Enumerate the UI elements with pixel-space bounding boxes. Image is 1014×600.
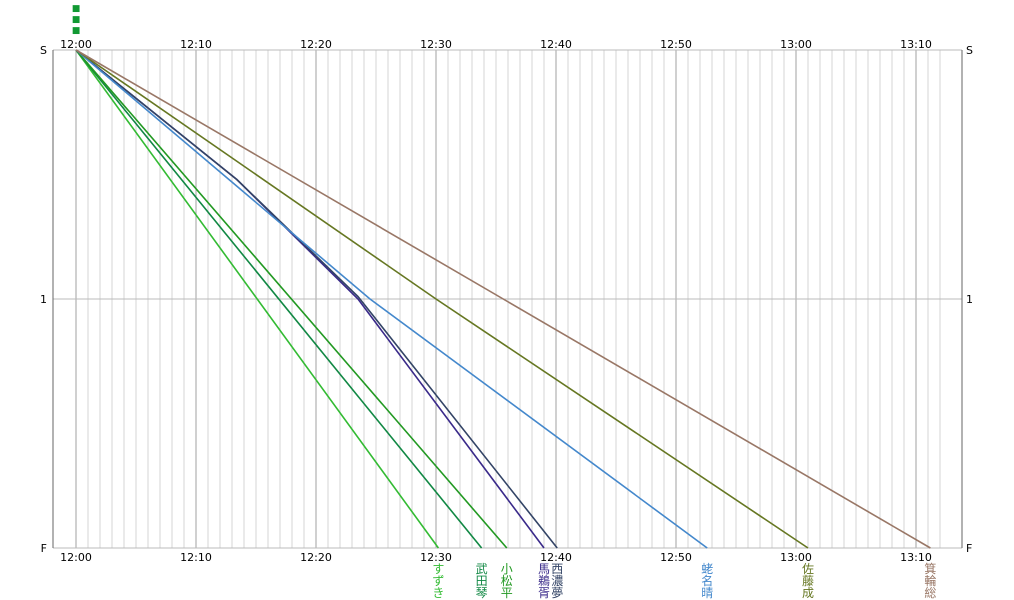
x-tick-label-top: 12:30: [420, 38, 452, 51]
series-label-char: 藤: [802, 574, 814, 588]
series-label-char: 鵜: [538, 574, 550, 588]
y-tick-label-left: F: [41, 542, 47, 555]
y-tick-label-left: S: [40, 44, 47, 57]
plot-frame: [52, 50, 963, 548]
series-label-char: 小: [501, 562, 513, 576]
start-markers: ■■■: [72, 4, 81, 36]
y-tick-label-right: S: [966, 44, 973, 57]
x-tick-labels-top: 12:00 12:10 12:20 12:30 12:40 12:50 13:00 13:10: [60, 38, 932, 51]
x-tick-label-bottom: 12:00: [60, 551, 92, 564]
y-tick-label-right: 1: [966, 293, 973, 306]
series-line: [75, 49, 708, 549]
series-line: [75, 49, 931, 549]
series-label-char: 田: [476, 574, 488, 588]
x-tick-label-top: 12:50: [660, 38, 692, 51]
y-tick-labels: S S 1 1 F F: [40, 44, 973, 555]
series-label-char: 晴: [701, 586, 713, 600]
series-label-char: 蛯: [701, 562, 713, 576]
series-lines: [75, 49, 931, 549]
series-line: [75, 49, 508, 549]
series-label-char: 総: [924, 586, 936, 600]
series-label-char: 武: [476, 562, 488, 576]
series-label-char: 西: [551, 562, 563, 576]
x-tick-label-top: 13:00: [780, 38, 812, 51]
series-label-char: 佐: [802, 562, 814, 576]
start-marker: ■: [72, 15, 81, 25]
x-tick-label-top: 13:10: [900, 38, 932, 51]
y-tick-label-left: 1: [40, 293, 47, 306]
y-tick-label-right: F: [966, 542, 972, 555]
major-grid: [53, 49, 962, 549]
series-label-char: 名: [701, 573, 713, 588]
x-tick-label-bottom: 12:40: [540, 551, 572, 564]
series-line: [75, 49, 483, 549]
series-label-char: す: [432, 562, 444, 576]
series-label-char: 夢: [551, 586, 563, 600]
x-tick-label-top: 12:20: [300, 38, 332, 51]
start-marker: ■: [72, 4, 81, 14]
series-line: [75, 49, 809, 549]
series-label-char: 馬: [538, 562, 550, 576]
series-label-char: 琴: [476, 586, 488, 600]
x-tick-labels-bottom: 12:00 12:10 12:20 12:30 12:40 12:50 13:00 13:10: [60, 551, 932, 564]
x-tick-label-bottom: 12:20: [300, 551, 332, 564]
series-label-char: き: [432, 586, 444, 600]
x-tick-label-top: 12:40: [540, 38, 572, 51]
x-tick-label-bottom: 12:50: [660, 551, 692, 564]
series-label-char: 松: [501, 574, 513, 588]
series-line: [75, 49, 440, 549]
series-label-char: 箕: [924, 562, 936, 576]
series-label-char: 平: [501, 586, 513, 600]
x-tick-label-bottom: 13:10: [900, 551, 932, 564]
start-marker: ■: [72, 26, 81, 36]
x-tick-label-bottom: 13:00: [780, 551, 812, 564]
series-label-char: 成: [802, 586, 814, 600]
x-tick-label-bottom: 12:10: [180, 551, 212, 564]
series-label-char: ず: [432, 574, 444, 588]
series-label-char: 胥: [538, 586, 550, 600]
x-tick-label-top: 12:10: [180, 38, 212, 51]
x-tick-label-bottom: 12:30: [420, 551, 452, 564]
series-label-char: 濃: [551, 574, 563, 588]
x-tick-label-top: 12:00: [60, 38, 92, 51]
series-label-char: 輪: [924, 573, 936, 588]
